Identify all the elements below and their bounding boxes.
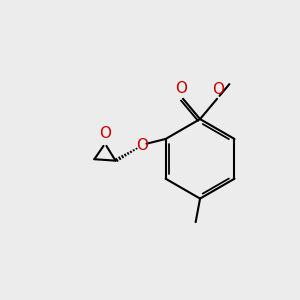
Text: O: O	[136, 138, 148, 153]
Text: O: O	[176, 81, 188, 96]
Text: O: O	[213, 82, 225, 97]
Text: O: O	[99, 126, 111, 141]
